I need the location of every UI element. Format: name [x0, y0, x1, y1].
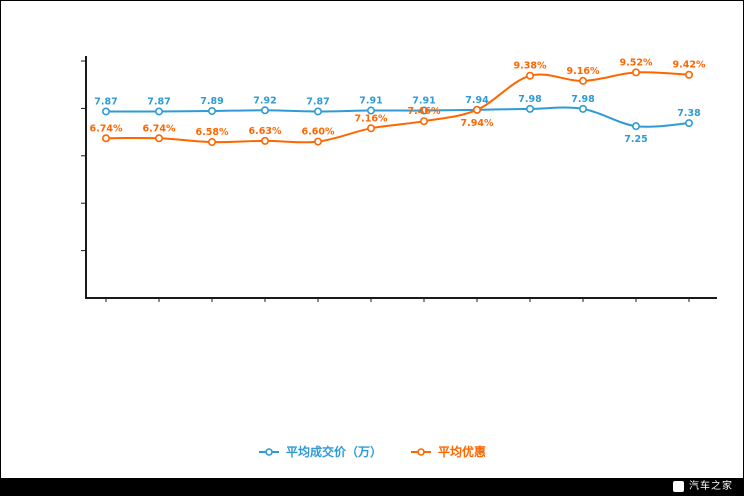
series-line-0: [105, 106, 690, 128]
data-point-marker[interactable]: [578, 104, 587, 113]
data-point-marker[interactable]: [102, 134, 111, 143]
blue-line-marker-icon: [258, 447, 279, 456]
series-line-1: [105, 71, 690, 144]
watermark-text: 汽车之家: [689, 481, 733, 492]
data-point-label: 6.58%: [196, 127, 229, 138]
data-point-label: 6.74%: [143, 123, 176, 134]
data-point-marker[interactable]: [578, 76, 587, 85]
data-point-marker[interactable]: [102, 107, 111, 116]
data-point-label: 6.63%: [249, 126, 282, 137]
data-point-label: 7.94%: [461, 118, 494, 129]
data-point-marker[interactable]: [260, 136, 269, 145]
data-point-marker[interactable]: [313, 137, 322, 146]
data-point-marker[interactable]: [313, 107, 322, 116]
legend-label-avg-price: 平均成交价（万）: [285, 445, 382, 459]
data-point-label: 7.98: [571, 94, 595, 105]
legend-item-avg-discount[interactable]: 平均优惠: [410, 443, 486, 460]
data-point-marker[interactable]: [366, 106, 375, 115]
data-point-marker[interactable]: [260, 106, 269, 115]
data-point-marker[interactable]: [155, 134, 164, 143]
data-point-marker[interactable]: [684, 119, 693, 128]
data-point-label: 9.42%: [673, 60, 706, 71]
data-point-label: 7.87: [147, 96, 170, 107]
data-point-label: 7.89: [200, 96, 223, 107]
data-point-label: 9.52%: [620, 57, 653, 68]
data-point-marker[interactable]: [631, 68, 640, 77]
autohome-logo-icon: [673, 481, 684, 492]
data-point-marker[interactable]: [208, 107, 217, 116]
data-point-label: 7.91: [359, 96, 382, 107]
data-point-marker[interactable]: [525, 104, 534, 113]
data-point-marker[interactable]: [684, 70, 693, 79]
legend-label-avg-discount: 平均优惠: [438, 445, 487, 459]
orange-line-marker-icon: [411, 447, 431, 456]
data-point-marker[interactable]: [419, 117, 428, 126]
chart-legend: 平均成交价（万） 平均优惠: [1, 443, 743, 460]
data-point-marker[interactable]: [366, 124, 375, 133]
data-point-label: 9.16%: [567, 66, 600, 77]
data-point-marker[interactable]: [155, 107, 164, 116]
data-point-label: 7.38: [677, 108, 701, 119]
watermark-bar: 汽车之家: [1, 478, 743, 495]
data-point-label: 7.25: [624, 134, 647, 145]
data-point-marker[interactable]: [208, 138, 217, 147]
data-point-marker[interactable]: [472, 105, 481, 114]
data-point-label: 7.92: [253, 95, 276, 106]
data-point-marker[interactable]: [419, 106, 428, 115]
data-point-marker[interactable]: [525, 71, 534, 80]
data-point-label: 7.46%: [408, 106, 441, 117]
data-point-label: 7.94: [465, 95, 489, 106]
data-point-label: 7.16%: [355, 113, 388, 124]
data-point-label: 6.60%: [302, 127, 335, 138]
data-point-label: 9.38%: [514, 61, 547, 72]
data-point-label: 7.87: [94, 96, 117, 107]
data-point-label: 7.91: [412, 96, 435, 107]
data-point-marker[interactable]: [631, 122, 640, 131]
legend-item-avg-price[interactable]: 平均成交价（万）: [258, 443, 382, 460]
data-point-label: 7.87: [306, 96, 329, 107]
data-point-label: 7.98: [518, 94, 542, 105]
price-discount-trend-chart: 7.87 7.87 7.89 7.92 7.87 7.91 7.91 7.94 7.98 7.98…: [81, 56, 717, 302]
data-point-label: 6.74%: [90, 123, 123, 134]
